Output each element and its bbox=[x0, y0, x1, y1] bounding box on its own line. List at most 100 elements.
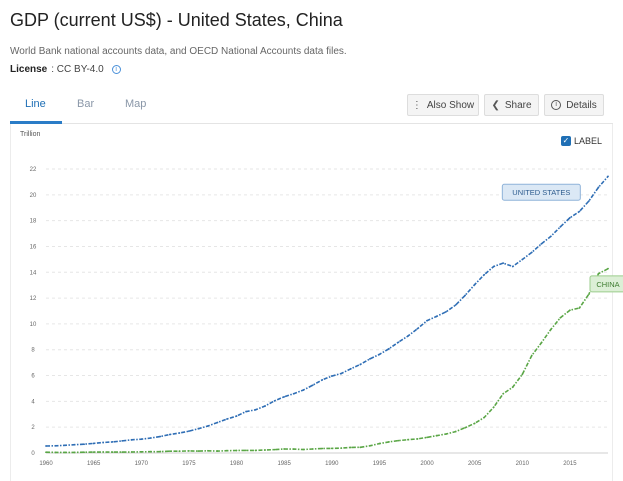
data-point-united-states bbox=[311, 384, 314, 387]
data-point-united-states bbox=[464, 294, 467, 297]
data-point-united-states bbox=[359, 363, 362, 366]
data-point-united-states bbox=[273, 399, 276, 402]
data-point-united-states bbox=[388, 347, 390, 350]
also-show-label: Also Show bbox=[426, 99, 475, 111]
data-point-china bbox=[311, 448, 314, 450]
data-point-united-states bbox=[187, 430, 190, 433]
data-point-united-states bbox=[264, 405, 266, 407]
data-point-united-states bbox=[454, 304, 457, 306]
y-tick-label: 20 bbox=[30, 193, 37, 199]
x-tick-label: 2015 bbox=[563, 461, 577, 467]
data-point-china bbox=[349, 446, 352, 449]
license-line: License : CC BY-4.0 i bbox=[10, 64, 121, 75]
y-tick-label: 4 bbox=[31, 399, 35, 405]
data-point-china bbox=[264, 449, 266, 451]
data-point-china bbox=[159, 450, 162, 453]
data-point-china bbox=[330, 447, 333, 450]
also-show-button[interactable]: ⋮ Also Show bbox=[407, 94, 479, 116]
data-point-china bbox=[492, 406, 495, 409]
vertical-dots-icon: ⋮ bbox=[411, 99, 422, 111]
x-tick-label: 2000 bbox=[420, 461, 434, 467]
data-point-united-states bbox=[111, 440, 114, 443]
series-line-china bbox=[45, 267, 609, 454]
info-icon[interactable]: i bbox=[111, 65, 121, 74]
data-point-china bbox=[473, 422, 476, 425]
data-point-china bbox=[540, 341, 543, 344]
data-point-united-states bbox=[64, 444, 66, 447]
data-point-china bbox=[216, 450, 219, 452]
y-tick-label: 10 bbox=[30, 322, 37, 328]
data-point-china bbox=[502, 392, 505, 395]
x-tick-label: 1960 bbox=[39, 461, 53, 467]
data-point-united-states bbox=[607, 175, 609, 178]
data-point-china bbox=[149, 450, 152, 453]
checkbox-checked-icon[interactable]: ✓ bbox=[561, 136, 571, 146]
data-point-united-states bbox=[149, 437, 152, 439]
label-toggle-text: LABEL bbox=[574, 136, 603, 146]
y-tick-label: 6 bbox=[31, 374, 35, 380]
page-title: GDP (current US$) - United States, China bbox=[10, 10, 343, 30]
data-point-united-states bbox=[521, 258, 524, 261]
data-point-united-states bbox=[540, 242, 543, 245]
x-tick-label: 1970 bbox=[135, 461, 149, 467]
data-point-china bbox=[111, 451, 114, 453]
data-point-china bbox=[416, 438, 419, 440]
share-label: Share bbox=[504, 99, 532, 111]
data-point-china bbox=[568, 309, 571, 312]
data-point-united-states bbox=[397, 341, 400, 344]
license-value: : CC BY-4.0 bbox=[51, 64, 104, 75]
data-point-united-states bbox=[159, 435, 162, 438]
share-button[interactable]: ❮ Share bbox=[484, 94, 539, 116]
tab-map[interactable]: Map bbox=[125, 98, 147, 110]
data-point-united-states bbox=[530, 251, 533, 254]
data-point-china bbox=[445, 433, 447, 435]
label-toggle[interactable]: ✓ LABEL bbox=[561, 136, 602, 146]
y-axis-unit-label: Trillion bbox=[20, 131, 41, 138]
data-point-united-states bbox=[445, 310, 447, 313]
data-point-china bbox=[130, 451, 133, 453]
series-label-china: CHINA bbox=[596, 280, 619, 289]
y-tick-label: 8 bbox=[31, 348, 35, 354]
data-point-united-states bbox=[178, 432, 181, 434]
data-point-china bbox=[378, 442, 381, 445]
data-point-united-states bbox=[197, 427, 200, 430]
data-point-united-states bbox=[102, 441, 105, 444]
data-point-china bbox=[521, 373, 524, 376]
x-tick-label: 1965 bbox=[87, 461, 101, 467]
data-point-china bbox=[302, 448, 305, 451]
details-button[interactable]: i Details bbox=[544, 94, 604, 116]
data-point-china bbox=[197, 450, 200, 452]
data-point-united-states bbox=[340, 372, 343, 375]
data-point-united-states bbox=[416, 327, 419, 330]
source-note: World Bank national accounts data, and O… bbox=[10, 46, 347, 57]
data-point-united-states bbox=[549, 235, 552, 238]
y-tick-label: 16 bbox=[30, 244, 37, 250]
data-point-united-states bbox=[483, 273, 486, 276]
series-label-box-united-states bbox=[501, 183, 581, 201]
data-point-china bbox=[511, 386, 514, 389]
data-point-china bbox=[578, 307, 581, 309]
tab-bar[interactable]: Bar bbox=[77, 98, 95, 110]
data-point-china bbox=[45, 451, 47, 454]
data-point-china bbox=[588, 293, 590, 295]
data-point-china bbox=[454, 430, 457, 433]
data-point-united-states bbox=[502, 262, 505, 265]
data-point-china bbox=[407, 438, 409, 441]
x-tick-label: 2005 bbox=[468, 461, 482, 467]
active-tab-indicator bbox=[10, 121, 62, 124]
series-line-united-states bbox=[45, 175, 609, 447]
data-point-china bbox=[292, 448, 295, 451]
data-point-china bbox=[226, 449, 228, 452]
data-point-china bbox=[559, 316, 562, 319]
data-point-united-states bbox=[140, 438, 143, 441]
x-tick-label: 1975 bbox=[182, 461, 196, 467]
data-point-china bbox=[283, 448, 286, 450]
data-point-united-states bbox=[254, 408, 257, 411]
series-label-box-china bbox=[589, 275, 623, 293]
data-point-united-states bbox=[349, 367, 352, 370]
data-point-china bbox=[426, 436, 428, 439]
data-point-united-states bbox=[473, 283, 476, 286]
data-point-united-states bbox=[378, 353, 381, 356]
tab-line[interactable]: Line bbox=[25, 98, 46, 110]
